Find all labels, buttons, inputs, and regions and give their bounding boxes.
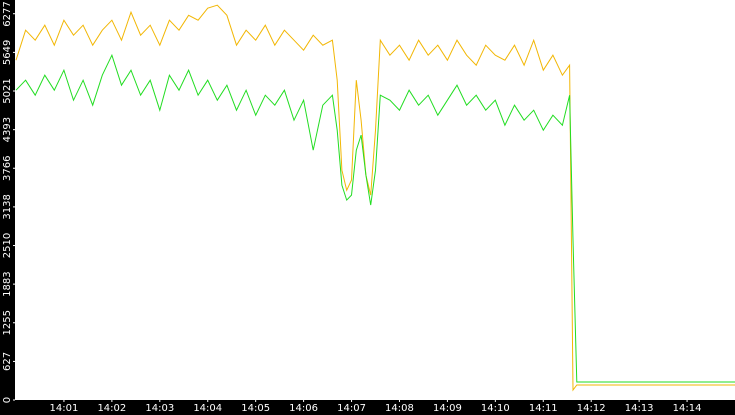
x-tick-label: 14:03 [145, 403, 174, 414]
y-tick-label: 1883 [2, 271, 13, 296]
x-tick-label: 14:07 [337, 403, 366, 414]
y-tick-label: 5649 [2, 40, 13, 65]
y-tick-label: 627 [2, 352, 13, 371]
x-tick-label: 14:11 [529, 403, 558, 414]
x-tick-label: 14:12 [577, 403, 606, 414]
x-tick-label: 14:09 [433, 403, 462, 414]
x-tick-label: 14:13 [625, 403, 654, 414]
y-tick-label: 6277 [2, 1, 13, 26]
y-tick-label: 4393 [2, 117, 13, 142]
y-axis-strip [0, 0, 15, 415]
y-tick-label: 0 [2, 397, 13, 403]
y-tick-label: 2510 [2, 233, 13, 258]
x-tick-label: 14:14 [673, 403, 702, 414]
data-line [15, 4, 735, 392]
x-tick-label: 14:01 [50, 403, 79, 414]
x-tick-label: 14:08 [385, 403, 414, 414]
x-tick-label: 14:02 [97, 403, 126, 414]
x-tick-label: 14:04 [193, 403, 222, 414]
x-tick-label: 14:06 [289, 403, 318, 414]
y-tick-label: 1255 [2, 310, 13, 335]
y-tick-label: 3138 [2, 194, 13, 219]
data-line [15, 53, 735, 383]
y-tick-label: 3766 [2, 156, 13, 181]
x-axis-strip [0, 400, 735, 415]
x-tick-label: 14:05 [241, 403, 270, 414]
x-tick-label: 14:10 [481, 403, 510, 414]
y-tick-label: 5021 [2, 78, 13, 103]
